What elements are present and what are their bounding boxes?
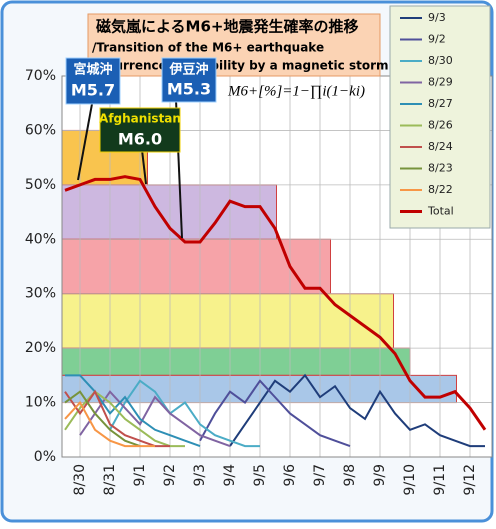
series-line [64,175,487,431]
subtitle: /Transition of the M6+ earthquake [92,41,324,55]
legend-label: 8/24 [428,140,453,153]
legend-label: 9/2 [428,33,446,46]
x-tick-label: 9/8 [342,464,358,487]
band [61,374,457,404]
x-tick-label: 9/12 [462,464,478,495]
y-tick-label: 50% [25,177,56,193]
annotation: M6.0 [118,130,162,149]
annotation: 宮城沖 [73,62,112,78]
series-line [64,390,185,448]
x-tick-label: 9/11 [432,464,448,495]
title-box [87,13,381,77]
legend-label: 9/3 [428,11,446,24]
subtitle: occurrence probability by a magnetic sto… [92,59,393,73]
annotation-box [99,107,181,153]
x-tick-label: 8/30 [72,464,88,495]
legend-label: 8/30 [428,54,453,67]
x-tick-label: 9/5 [252,464,268,487]
x-tick-label: 8/31 [102,464,118,495]
band [61,184,277,240]
series-line [109,379,260,448]
y-tick-label: 70% [25,68,56,84]
annotation: M5.3 [167,80,211,99]
series-line [229,373,485,448]
series-line [64,400,155,448]
x-tick-label: 9/9 [372,464,388,487]
legend-label: Total [427,205,454,218]
x-tick-label: 9/1 [132,464,148,487]
y-tick-label: 10% [25,395,56,411]
legend-label: 8/23 [428,162,453,175]
legend-label: 8/29 [428,76,453,89]
annotation-box [65,57,121,105]
x-tick-label: 9/10 [402,464,418,495]
annotation: 伊豆沖 [168,62,208,78]
y-tick-label: 20% [25,340,56,356]
y-tick-label: 40% [25,231,56,247]
series-line [199,379,351,448]
x-tick-label: 9/7 [312,464,328,487]
series-line [64,390,141,448]
formula: M6+[%]=1−∏i(1−ki) [227,83,365,99]
annotation-box [161,57,217,103]
band [61,293,394,349]
band [61,347,411,376]
legend-label: 8/22 [428,183,453,196]
chart-title: 磁気嵐によるM6+地震発生確率の推移 [96,18,358,36]
x-tick-label: 9/2 [162,464,178,487]
legend-label: 8/27 [428,97,453,110]
y-tick-label: 0% [34,449,56,465]
x-tick-label: 9/4 [222,464,238,487]
annotation: M5.7 [71,81,115,100]
y-tick-label: 30% [25,286,56,302]
annotation: Afghanistan [99,112,181,126]
y-tick-label: 60% [25,122,56,138]
series-line [65,374,201,448]
x-tick-label: 9/3 [192,464,208,487]
legend-label: 8/26 [428,119,453,132]
x-tick-label: 9/6 [282,464,298,487]
